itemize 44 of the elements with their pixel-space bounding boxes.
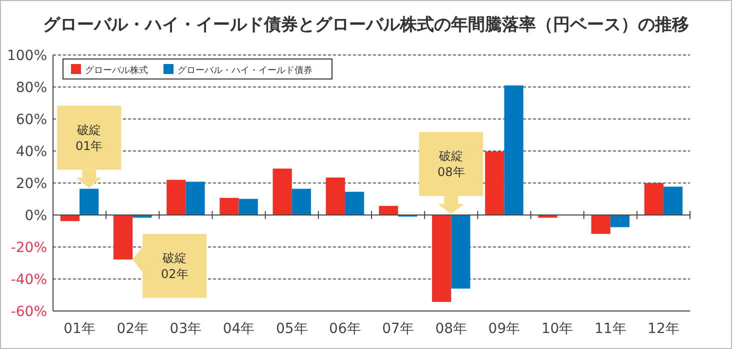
bar xyxy=(591,215,610,234)
y-tick-label: -60% xyxy=(10,304,47,320)
legend-label: グローバル株式 xyxy=(85,65,148,76)
bar xyxy=(378,206,398,215)
bar xyxy=(504,85,524,215)
y-tick-label: -40% xyxy=(10,272,47,288)
y-tick-label: 0% xyxy=(24,208,47,224)
x-tick-label: 01年 xyxy=(64,321,96,337)
y-tick-label: 60% xyxy=(16,112,47,128)
annotation: 破綻 08年 xyxy=(437,149,465,180)
x-tick-label: 04年 xyxy=(222,321,255,337)
x-tick-label: 10年 xyxy=(541,321,574,337)
y-tick-label: -20% xyxy=(10,240,47,256)
chart-title: グローバル・ハイ・イールド債券とグローバル株式の年間騰落率（円ベース）の推移 xyxy=(43,15,689,35)
bar xyxy=(60,215,80,222)
bar xyxy=(238,198,258,215)
x-tick-label: 12年 xyxy=(648,321,680,337)
bar xyxy=(186,182,205,215)
bar xyxy=(292,188,311,215)
bar xyxy=(485,151,504,215)
x-tick-label: 09年 xyxy=(488,321,520,337)
bar xyxy=(644,183,664,215)
bar xyxy=(166,180,186,215)
y-tick-label: 80% xyxy=(16,80,47,96)
x-tick-label: 05年 xyxy=(276,321,308,337)
bar xyxy=(326,178,345,215)
x-tick-label: 02年 xyxy=(116,321,149,337)
y-tick-label: 100% xyxy=(6,48,47,64)
y-tick-label: 40% xyxy=(16,144,47,160)
bar xyxy=(610,215,630,228)
x-tick-label: 11年 xyxy=(594,321,626,337)
y-tick-label: 20% xyxy=(16,176,47,192)
x-tick-label: 03年 xyxy=(170,321,202,337)
bar xyxy=(272,168,292,215)
bar xyxy=(220,198,239,215)
annotation: 破綻 02年 xyxy=(160,251,188,282)
bar xyxy=(114,215,133,260)
legend-label: グローバル・ハイ・イールド債券 xyxy=(178,65,312,76)
bar xyxy=(663,186,683,215)
annotation: 破綻 01年 xyxy=(75,122,103,153)
bar xyxy=(344,192,364,215)
x-tick-label: 06年 xyxy=(329,321,361,337)
x-tick-label: 08年 xyxy=(435,321,468,337)
x-tick-label: 07年 xyxy=(382,321,414,337)
